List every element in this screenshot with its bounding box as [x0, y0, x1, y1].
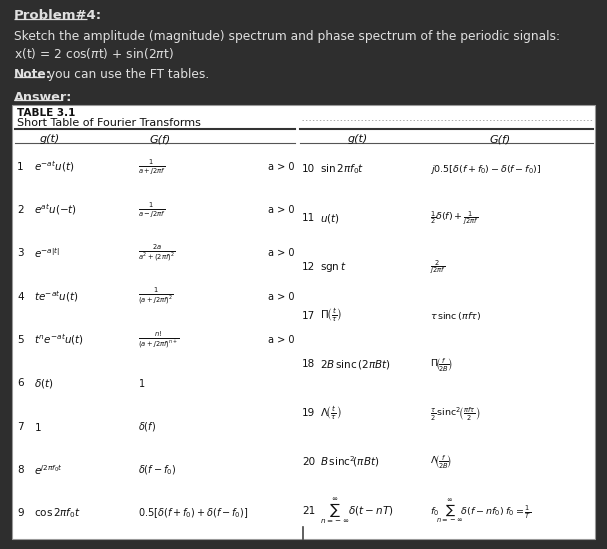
Text: 10: 10 [302, 164, 315, 175]
Text: $e^{-at}u(t)$: $e^{-at}u(t)$ [34, 159, 74, 174]
Text: $j0.5[\delta(f+f_0)-\delta(f-f_0)]$: $j0.5[\delta(f+f_0)-\delta(f-f_0)]$ [430, 163, 541, 176]
Text: $B\,\mathrm{sinc}^2\!(\pi Bt)$: $B\,\mathrm{sinc}^2\!(\pi Bt)$ [320, 455, 379, 469]
Text: 3: 3 [17, 248, 24, 259]
Text: 17: 17 [302, 311, 315, 321]
Text: 7: 7 [17, 422, 24, 432]
Text: $e^{at}u(-t)$: $e^{at}u(-t)$ [34, 203, 77, 217]
Text: a > 0: a > 0 [268, 292, 294, 301]
Text: $1$: $1$ [34, 421, 42, 433]
Text: 2: 2 [17, 205, 24, 215]
Text: G(f): G(f) [149, 134, 171, 144]
Text: 21: 21 [302, 506, 315, 516]
Text: $\frac{\tau}{2}\,\mathrm{sinc}^2\!\left(\frac{\pi f\tau}{2}\right)$: $\frac{\tau}{2}\,\mathrm{sinc}^2\!\left(… [430, 405, 480, 422]
Text: 18: 18 [302, 360, 315, 369]
Text: $\frac{1}{(a+j2\pi f)^2}$: $\frac{1}{(a+j2\pi f)^2}$ [138, 286, 174, 307]
Text: a > 0: a > 0 [268, 248, 294, 259]
Text: g(t): g(t) [40, 134, 60, 144]
Text: Note:: Note: [14, 68, 52, 81]
Text: $te^{-at}u(t)$: $te^{-at}u(t)$ [34, 289, 78, 304]
Text: $\frac{1}{a+j2\pi f}$: $\frac{1}{a+j2\pi f}$ [138, 157, 166, 176]
Text: $\frac{2a}{a^2+(2\pi f)^2}$: $\frac{2a}{a^2+(2\pi f)^2}$ [138, 243, 175, 264]
Text: $0.5[\delta(f+f_0)+\delta(f-f_0)]$: $0.5[\delta(f+f_0)+\delta(f-f_0)]$ [138, 506, 248, 520]
Text: $t^ne^{-at}u(t)$: $t^ne^{-at}u(t)$ [34, 333, 84, 348]
Text: $\sum_{n=-\infty}^{\infty}\delta(t-nT)$: $\sum_{n=-\infty}^{\infty}\delta(t-nT)$ [320, 496, 394, 525]
Text: $\mathrm{sgn}\,t$: $\mathrm{sgn}\,t$ [320, 260, 347, 274]
FancyBboxPatch shape [12, 105, 595, 539]
Text: $2B\,\mathrm{sinc}\,(2\pi Bt)$: $2B\,\mathrm{sinc}\,(2\pi Bt)$ [320, 358, 391, 371]
Text: Problem#4:: Problem#4: [14, 9, 102, 22]
Text: 9: 9 [17, 508, 24, 518]
Text: 6: 6 [17, 378, 24, 388]
Text: $e^{j2\pi f_0t}$: $e^{j2\pi f_0t}$ [34, 463, 63, 477]
Text: 1: 1 [17, 161, 24, 172]
Text: $\frac{2}{j2\pi f}$: $\frac{2}{j2\pi f}$ [430, 258, 446, 276]
Text: $1$: $1$ [138, 377, 145, 389]
Text: $\delta(t)$: $\delta(t)$ [34, 377, 53, 390]
Text: $\sin 2\pi f_0t$: $\sin 2\pi f_0t$ [320, 163, 364, 176]
Text: 20: 20 [302, 457, 315, 467]
Text: $\Lambda\!\left(\!\frac{f}{2B}\!\right)$: $\Lambda\!\left(\!\frac{f}{2B}\!\right)$ [430, 453, 452, 470]
Text: G(f): G(f) [489, 134, 510, 144]
Text: 5: 5 [17, 335, 24, 345]
Text: a > 0: a > 0 [268, 161, 294, 172]
Text: x(t) = 2 cos($\pi$t) + sin(2$\pi$t): x(t) = 2 cos($\pi$t) + sin(2$\pi$t) [14, 46, 174, 61]
Text: TABLE 3.1: TABLE 3.1 [17, 108, 75, 118]
Text: $\Pi\!\left(\!\frac{f}{2B}\!\right)$: $\Pi\!\left(\!\frac{f}{2B}\!\right)$ [430, 356, 452, 373]
Text: g(t): g(t) [348, 134, 368, 144]
Text: $\frac{1}{a-j2\pi f}$: $\frac{1}{a-j2\pi f}$ [138, 200, 166, 220]
Text: Answer:: Answer: [14, 91, 72, 104]
Text: 4: 4 [17, 292, 24, 301]
Text: $\Lambda\!\left(\frac{t}{\tau}\right)$: $\Lambda\!\left(\frac{t}{\tau}\right)$ [320, 405, 342, 422]
Text: 8: 8 [17, 465, 24, 475]
Text: a > 0: a > 0 [268, 335, 294, 345]
Text: Short Table of Fourier Transforms: Short Table of Fourier Transforms [17, 118, 201, 128]
Text: 19: 19 [302, 408, 315, 418]
Text: $\cos 2\pi f_0t$: $\cos 2\pi f_0t$ [34, 506, 81, 520]
Text: $\tau\,\mathrm{sinc}\,(\pi f\tau)$: $\tau\,\mathrm{sinc}\,(\pi f\tau)$ [430, 310, 481, 322]
Text: $f_0\!\sum_{n=-\infty}^{\infty}\!\delta(f-nf_0)\;f_0=\frac{1}{T}$: $f_0\!\sum_{n=-\infty}^{\infty}\!\delta(… [430, 497, 532, 524]
Text: Sketch the amplitude (magnitude) spectrum and phase spectrum of the periodic sig: Sketch the amplitude (magnitude) spectru… [14, 30, 560, 43]
Text: $u(t)$: $u(t)$ [320, 211, 340, 225]
Text: $\frac{n!}{(a+j2\pi f)^{n+}}$: $\frac{n!}{(a+j2\pi f)^{n+}}$ [138, 330, 180, 350]
Text: 11: 11 [302, 213, 315, 223]
Text: $e^{-a|t|}$: $e^{-a|t|}$ [34, 247, 60, 260]
Text: you can use the FT tables.: you can use the FT tables. [44, 68, 209, 81]
Text: $\Pi\!\left(\frac{t}{\tau}\right)$: $\Pi\!\left(\frac{t}{\tau}\right)$ [320, 307, 342, 324]
Text: 12: 12 [302, 262, 315, 272]
Text: $\delta(f)$: $\delta(f)$ [138, 420, 156, 433]
Text: $\delta(f-f_0)$: $\delta(f-f_0)$ [138, 463, 176, 477]
Text: a > 0: a > 0 [268, 205, 294, 215]
Text: $\frac{1}{2}\delta(f)+\frac{1}{j2\pi f}$: $\frac{1}{2}\delta(f)+\frac{1}{j2\pi f}$ [430, 209, 479, 227]
